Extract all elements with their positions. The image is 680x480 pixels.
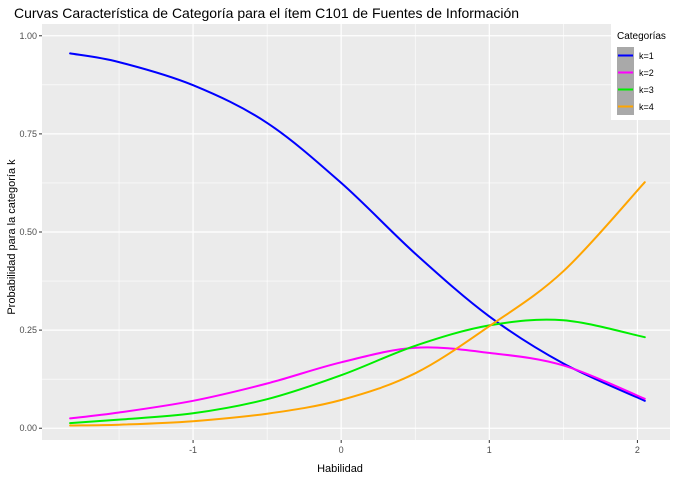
- series-line-k3: [69, 318, 646, 425]
- chart-title: Curvas Característica de Categoría para …: [14, 5, 519, 21]
- y-tick-label: 0.75: [19, 129, 37, 139]
- legend-item: k=2: [617, 64, 654, 81]
- legend-label: k=2: [639, 68, 654, 78]
- x-tick-label: 0: [339, 445, 344, 455]
- grid-major: [42, 24, 670, 440]
- x-axis: -1 0 1 2: [189, 440, 640, 455]
- legend-label: k=3: [639, 85, 654, 95]
- series-lines: [69, 52, 646, 427]
- legend-label: k=4: [639, 102, 654, 112]
- y-tick-label: 0.00: [19, 423, 37, 433]
- y-tick-label: 0.25: [19, 325, 37, 335]
- legend: Categorías k=1 k=2 k=3 k=4: [611, 24, 678, 120]
- legend-title: Categorías: [617, 31, 666, 42]
- x-tick-label: -1: [189, 445, 197, 455]
- legend-item: k=1: [617, 47, 654, 64]
- y-tick-label: 0.50: [19, 227, 37, 237]
- x-axis-label: Habilidad: [317, 463, 363, 475]
- y-axis-label: Probabilidad para la categoría k: [6, 159, 18, 315]
- legend-item: k=3: [617, 81, 654, 98]
- x-tick-label: 2: [635, 445, 640, 455]
- legend-item: k=4: [617, 98, 654, 115]
- series-line-k2: [69, 346, 646, 420]
- y-tick-label: 1.00: [19, 31, 37, 41]
- series-line-k4: [69, 181, 646, 427]
- series-line-k1: [69, 52, 646, 402]
- x-tick-label: 1: [487, 445, 492, 455]
- legend-label: k=1: [639, 51, 654, 61]
- y-axis: 0.00 0.25 0.50 0.75 1.00: [19, 31, 42, 433]
